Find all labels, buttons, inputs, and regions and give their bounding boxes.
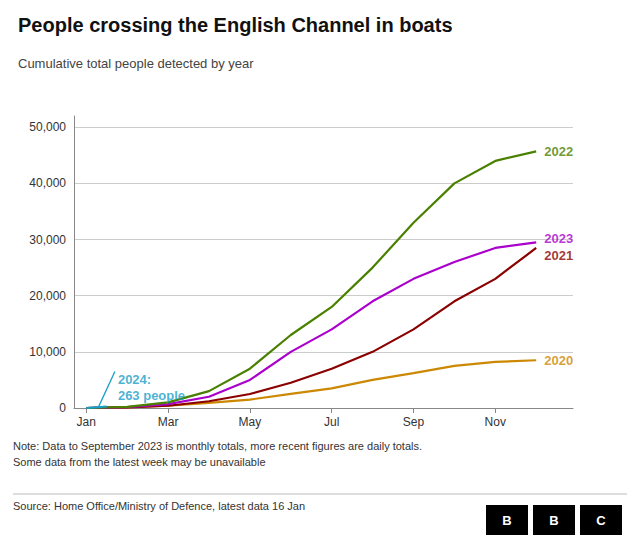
svg-text:Mar: Mar (158, 415, 179, 429)
svg-text:B: B (502, 513, 511, 528)
svg-text:40,000: 40,000 (29, 176, 66, 190)
svg-text:B: B (549, 513, 558, 528)
svg-text:Nov: Nov (485, 415, 506, 429)
svg-text:2022: 2022 (544, 144, 573, 159)
svg-text:20,000: 20,000 (29, 289, 66, 303)
svg-text:2024:: 2024: (118, 372, 151, 387)
svg-text:People crossing the English Ch: People crossing the English Channel in b… (18, 14, 453, 36)
svg-text:Cumulative total people detect: Cumulative total people detected by year (18, 56, 254, 71)
svg-text:C: C (596, 513, 606, 528)
svg-text:2020: 2020 (544, 353, 573, 368)
svg-text:Sep: Sep (403, 415, 425, 429)
svg-text:Source: Home Office/Ministry o: Source: Home Office/Ministry of Defence,… (13, 500, 305, 512)
svg-text:50,000: 50,000 (29, 120, 66, 134)
svg-text:2021: 2021 (544, 248, 573, 263)
svg-text:10,000: 10,000 (29, 345, 66, 359)
svg-text:May: May (239, 415, 262, 429)
svg-text:Note: Data to September 2023 i: Note: Data to September 2023 is monthly … (13, 440, 422, 452)
svg-text:Jul: Jul (324, 415, 339, 429)
svg-text:0: 0 (59, 401, 66, 415)
svg-text:263 people: 263 people (118, 388, 185, 403)
svg-text:2023: 2023 (544, 231, 573, 246)
svg-text:30,000: 30,000 (29, 233, 66, 247)
svg-text:Jan: Jan (77, 415, 96, 429)
svg-text:Some data from the latest week: Some data from the latest week may be un… (13, 456, 266, 468)
